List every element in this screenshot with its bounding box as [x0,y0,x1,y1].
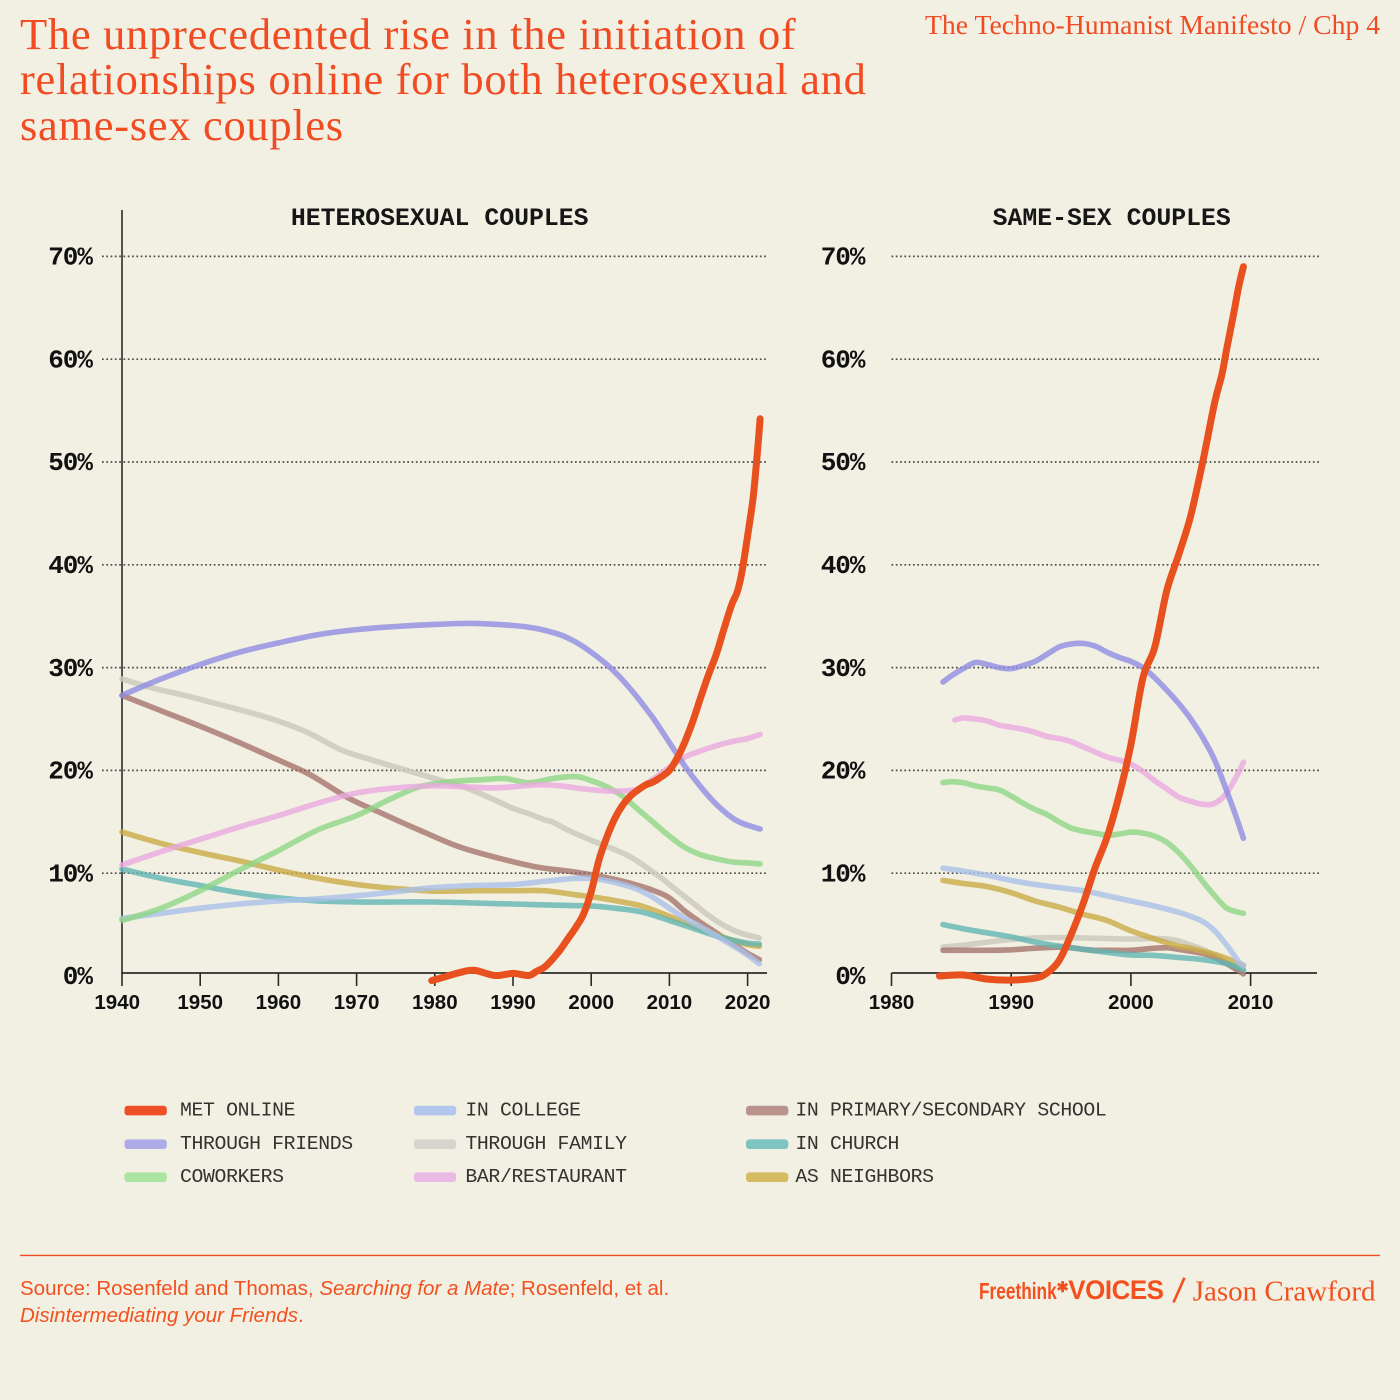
svg-text:COWORKERS: COWORKERS [180,1166,284,1188]
svg-text:20%: 20% [821,757,866,787]
svg-text:Jason Crawford: Jason Crawford [1193,1276,1376,1308]
svg-text:HETEROSEXUAL COUPLES: HETEROSEXUAL COUPLES [291,205,589,233]
svg-text:1980: 1980 [869,991,915,1014]
svg-text:BAR/RESTAURANT: BAR/RESTAURANT [465,1166,627,1188]
svg-text:70%: 70% [48,243,93,273]
svg-text:Disintermediating your Friends: Disintermediating your Friends. [20,1304,304,1327]
svg-text:60%: 60% [821,345,866,375]
svg-text:1940: 1940 [94,991,140,1014]
svg-text:1960: 1960 [256,991,302,1014]
svg-text:50%: 50% [48,448,93,478]
svg-text:40%: 40% [48,551,93,581]
svg-text:AS NEIGHBORS: AS NEIGHBORS [795,1166,933,1188]
svg-text:10%: 10% [48,859,93,889]
svg-text:0%: 0% [835,962,866,992]
svg-text:60%: 60% [48,345,93,375]
svg-text:2020: 2020 [725,991,771,1014]
svg-text:1980: 1980 [412,991,458,1014]
svg-text:SAME-SEX COUPLES: SAME-SEX COUPLES [993,205,1231,233]
svg-text:30%: 30% [48,654,93,684]
svg-text:2010: 2010 [1228,991,1274,1014]
svg-text:70%: 70% [821,243,866,273]
svg-text:2010: 2010 [647,991,693,1014]
svg-text:Source: Rosenfeld and Thomas,: Source: Rosenfeld and Thomas, Searching … [20,1277,669,1300]
svg-text:30%: 30% [821,654,866,684]
svg-text:1950: 1950 [177,991,223,1014]
svg-text:1990: 1990 [988,991,1034,1014]
svg-text:0%: 0% [63,962,94,992]
svg-text:2000: 2000 [1108,991,1154,1014]
svg-text:1970: 1970 [334,991,380,1014]
svg-text:10%: 10% [821,859,866,889]
svg-text:MET ONLINE: MET ONLINE [180,1099,295,1121]
svg-text:VOICES: VOICES [1068,1275,1163,1305]
svg-text:IN CHURCH: IN CHURCH [795,1133,899,1155]
svg-text:1990: 1990 [490,991,536,1014]
svg-text:✱: ✱ [1057,1280,1070,1296]
svg-text:40%: 40% [821,551,866,581]
svg-text:50%: 50% [821,448,866,478]
svg-text:IN PRIMARY/SECONDARY SCHOOL: IN PRIMARY/SECONDARY SCHOOL [795,1099,1106,1121]
svg-text:THROUGH FRIENDS: THROUGH FRIENDS [180,1133,353,1155]
svg-text:2000: 2000 [568,991,614,1014]
svg-text:THROUGH FAMILY: THROUGH FAMILY [465,1133,627,1155]
svg-text:Freethink: Freethink [979,1278,1057,1304]
svg-text:20%: 20% [48,757,93,787]
svg-text:IN COLLEGE: IN COLLEGE [465,1099,580,1121]
